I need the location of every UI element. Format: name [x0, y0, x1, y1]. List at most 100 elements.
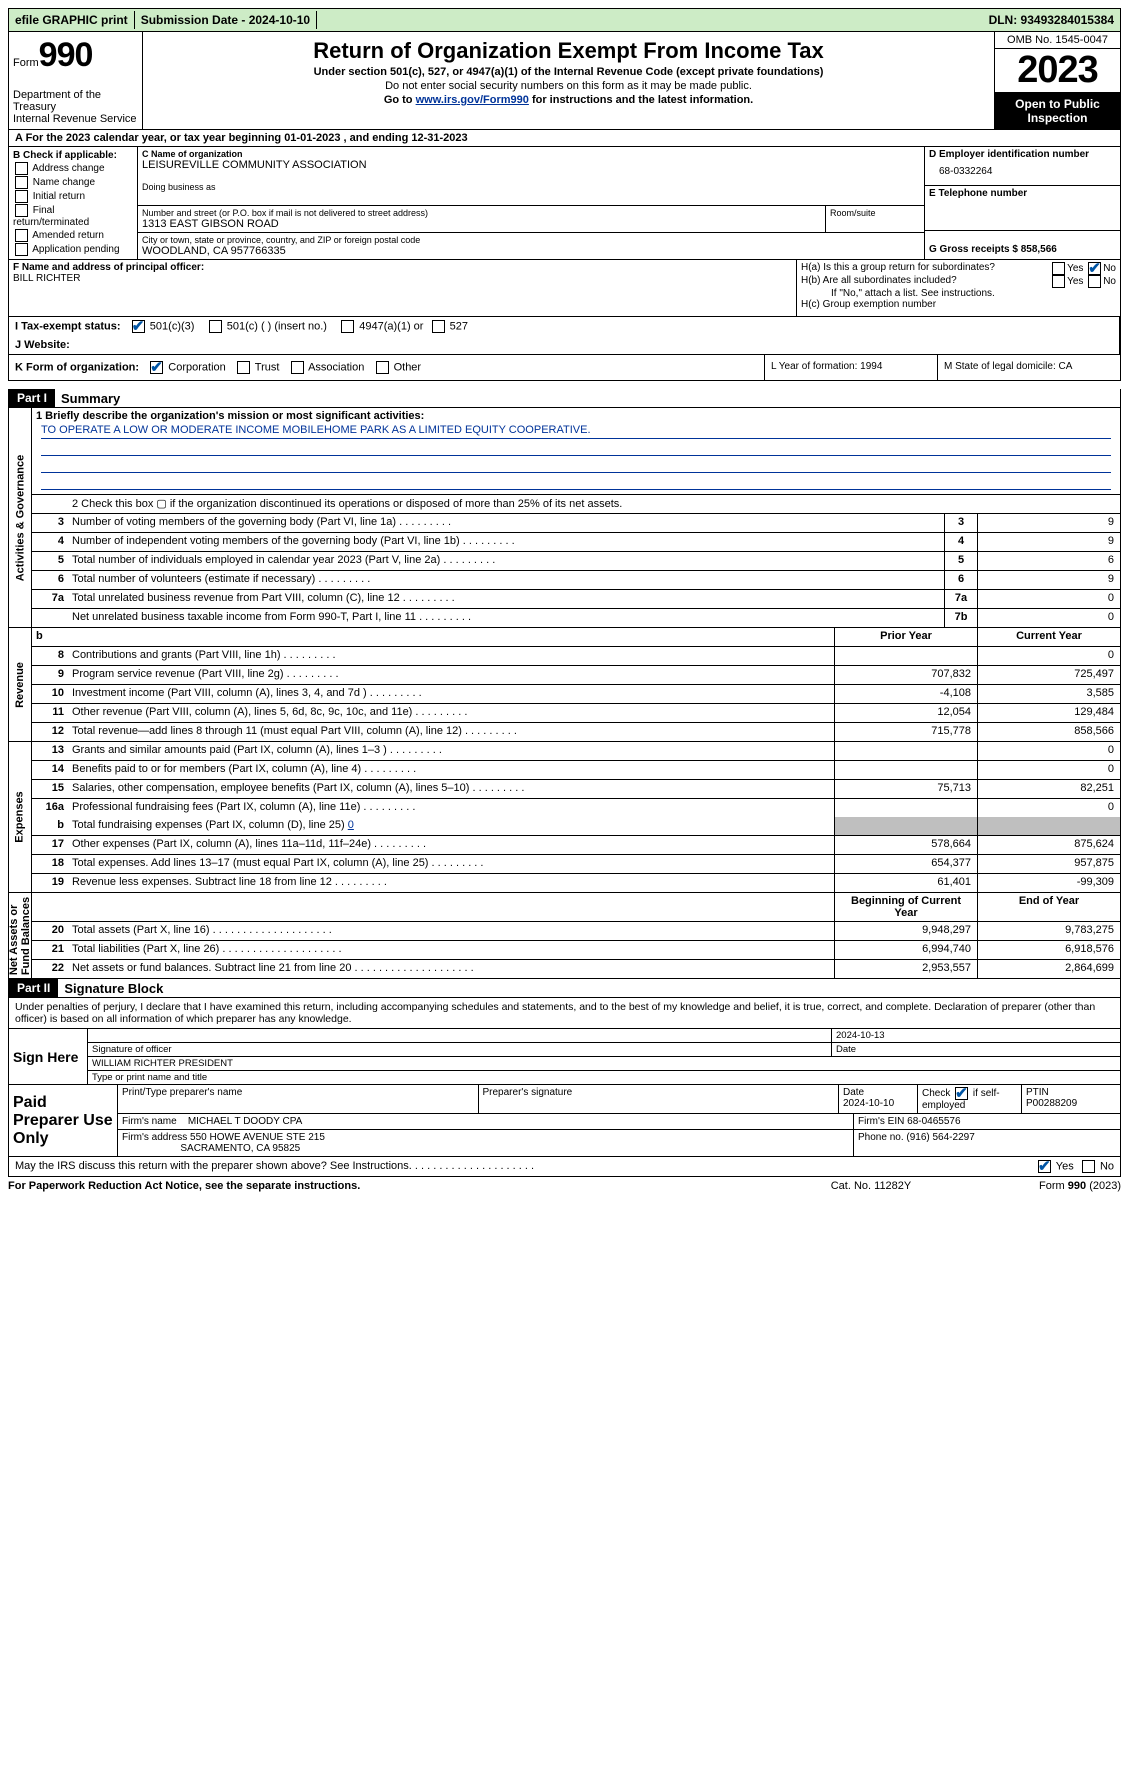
- hc-label: H(c) Group exemption number: [801, 299, 1116, 310]
- name-change-checkbox[interactable]: [15, 176, 28, 189]
- 4947-checkbox[interactable]: [341, 320, 354, 333]
- firm-phone: Phone no. (916) 564-2297: [854, 1130, 1120, 1156]
- footer-row: For Paperwork Reduction Act Notice, see …: [8, 1177, 1121, 1195]
- rev-prior-9: 707,832: [834, 666, 977, 684]
- net-begin-22: 2,953,557: [834, 960, 977, 978]
- top-toolbar: efile GRAPHIC print Submission Date - 20…: [8, 8, 1121, 32]
- address-label: Number and street (or P.O. box if mail i…: [142, 208, 821, 218]
- officer-label: F Name and address of principal officer:: [13, 262, 792, 273]
- expenses-vlabel: Expenses: [14, 791, 26, 842]
- org-name: LEISUREVILLE COMMUNITY ASSOCIATION: [142, 159, 920, 171]
- firm-addr2: SACRAMENTO, CA 95825: [180, 1143, 300, 1154]
- exp-line-15: Salaries, other compensation, employee b…: [68, 780, 834, 798]
- rev-prior-12: 715,778: [834, 723, 977, 741]
- irs-link[interactable]: www.irs.gov/Form990: [416, 94, 529, 106]
- 527-checkbox[interactable]: [432, 320, 445, 333]
- open-inspection: Open to Public Inspection: [995, 93, 1120, 129]
- website-row: J Website:: [8, 336, 1121, 355]
- discuss-no-checkbox[interactable]: [1082, 1160, 1095, 1173]
- exp-prior-19: 61,401: [834, 874, 977, 892]
- final-return-checkbox[interactable]: [15, 204, 28, 217]
- ha-no-checkbox[interactable]: [1088, 262, 1101, 275]
- rev-line-8: Contributions and grants (Part VIII, lin…: [68, 647, 834, 665]
- exp-line-16a: Professional fundraising fees (Part IX, …: [68, 799, 834, 817]
- gov-line-3: Number of voting members of the governin…: [68, 514, 944, 532]
- exp-prior-16a: [834, 799, 977, 817]
- firm-ein: Firm's EIN 68-0465576: [854, 1114, 1120, 1129]
- preparer-sig-header: Preparer's signature: [479, 1085, 840, 1113]
- rev-line-12: Total revenue—add lines 8 through 11 (mu…: [68, 723, 834, 741]
- net-begin-21: 6,994,740: [834, 941, 977, 959]
- exp-line-13: Grants and similar amounts paid (Part IX…: [68, 742, 834, 760]
- exp-curr-15: 82,251: [977, 780, 1120, 798]
- ha-yes-checkbox[interactable]: [1052, 262, 1065, 275]
- tax-year-row: A For the 2023 calendar year, or tax yea…: [8, 130, 1121, 147]
- cat-number: Cat. No. 11282Y: [771, 1180, 971, 1192]
- entity-block: B Check if applicable: Address change Na…: [8, 147, 1121, 260]
- check-applicable: B Check if applicable: Address change Na…: [9, 147, 138, 259]
- ha-label: H(a) Is this a group return for subordin…: [801, 262, 1050, 275]
- year-formation: L Year of formation: 1994: [765, 355, 938, 380]
- exp-prior-13: [834, 742, 977, 760]
- paid-preparer-section: Paid Preparer Use Only Print/Type prepar…: [9, 1084, 1120, 1156]
- signature-block: Under penalties of perjury, I declare th…: [8, 998, 1121, 1157]
- gross-receipts: G Gross receipts $ 858,566: [925, 231, 1120, 259]
- paperwork-notice: For Paperwork Reduction Act Notice, see …: [8, 1180, 771, 1192]
- net-line-22: Net assets or fund balances. Subtract li…: [68, 960, 834, 978]
- rev-curr-8: 0: [977, 647, 1120, 665]
- other-checkbox[interactable]: [376, 361, 389, 374]
- address-change-checkbox[interactable]: [15, 162, 28, 175]
- discuss-yes-checkbox[interactable]: [1038, 1160, 1051, 1173]
- initial-return-checkbox[interactable]: [15, 190, 28, 203]
- city-label: City or town, state or province, country…: [142, 235, 920, 245]
- 501c3-checkbox[interactable]: [132, 320, 145, 333]
- address-value: 1313 EAST GIBSON ROAD: [142, 218, 821, 230]
- org-name-label: C Name of organization: [142, 149, 920, 159]
- net-line-21: Total liabilities (Part X, line 26): [68, 941, 834, 959]
- form-footer: Form 990 (2023): [971, 1180, 1121, 1192]
- exp-line-17: Other expenses (Part IX, column (A), lin…: [68, 836, 834, 854]
- exp-curr-16a: 0: [977, 799, 1120, 817]
- preparer-name-header: Print/Type preparer's name: [118, 1085, 479, 1113]
- self-employed-checkbox[interactable]: [955, 1087, 968, 1100]
- sig-date-label: Date: [831, 1043, 1120, 1056]
- 501c-checkbox[interactable]: [209, 320, 222, 333]
- gov-val-4: 9: [977, 533, 1120, 551]
- amended-return-checkbox[interactable]: [15, 229, 28, 242]
- type-name-label: Type or print name and title: [88, 1071, 211, 1084]
- application-pending-checkbox[interactable]: [15, 243, 28, 256]
- net-end-22: 2,864,699: [977, 960, 1120, 978]
- line-16b: Total fundraising expenses (Part IX, col…: [68, 817, 834, 835]
- trust-checkbox[interactable]: [237, 361, 250, 374]
- exp-prior-18: 654,377: [834, 855, 977, 873]
- corporation-checkbox[interactable]: [150, 361, 163, 374]
- form-title: Return of Organization Exempt From Incom…: [147, 38, 990, 64]
- form-header: Form 990 Department of the Treasury Inte…: [8, 32, 1121, 130]
- ptin-value: P00288209: [1026, 1098, 1077, 1109]
- governance-vlabel: Activities & Governance: [14, 454, 26, 581]
- hb-yes-checkbox[interactable]: [1052, 275, 1065, 288]
- org-form-row: K Form of organization: Corporation Trus…: [8, 355, 1121, 381]
- net-assets-vlabel: Net Assets orFund Balances: [8, 896, 32, 974]
- end-year-header: End of Year: [977, 893, 1120, 921]
- line-2: 2 Check this box ▢ if the organization d…: [68, 495, 1120, 513]
- part1-header: Part I Summary: [8, 389, 1121, 408]
- form-subtitle-1: Under section 501(c), 527, or 4947(a)(1)…: [147, 66, 990, 78]
- exp-curr-13: 0: [977, 742, 1120, 760]
- rev-prior-11: 12,054: [834, 704, 977, 722]
- exp-curr-18: 957,875: [977, 855, 1120, 873]
- efile-print-button[interactable]: efile GRAPHIC print: [9, 11, 135, 29]
- ein-value: 68-0332264: [929, 160, 1116, 183]
- gov-line-6: Total number of volunteers (estimate if …: [68, 571, 944, 589]
- gov-val-7b: 0: [977, 609, 1120, 627]
- officer-name-title: WILLIAM RICHTER PRESIDENT: [88, 1057, 237, 1070]
- ein-label: D Employer identification number: [929, 149, 1116, 160]
- preparer-date: 2024-10-10: [843, 1098, 894, 1109]
- expenses-section: Expenses 13Grants and similar amounts pa…: [8, 742, 1121, 893]
- net-end-21: 6,918,576: [977, 941, 1120, 959]
- dln-number: DLN: 93493284015384: [983, 11, 1120, 29]
- association-checkbox[interactable]: [291, 361, 304, 374]
- dept-treasury: Department of the Treasury: [13, 89, 138, 113]
- officer-group-row: F Name and address of principal officer:…: [8, 260, 1121, 317]
- rev-curr-9: 725,497: [977, 666, 1120, 684]
